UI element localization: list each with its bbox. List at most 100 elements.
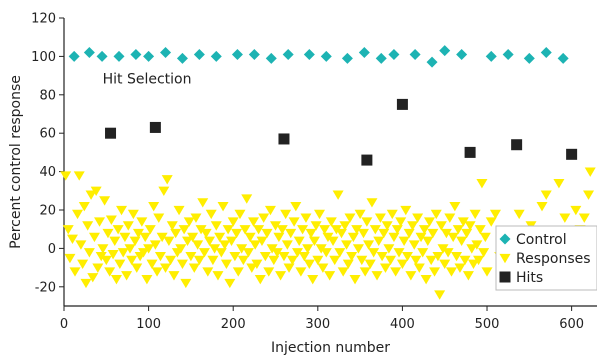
response-point [308, 236, 320, 246]
response-point [300, 213, 312, 223]
hit-point [511, 139, 523, 151]
response-point [281, 240, 293, 250]
control-point [303, 48, 315, 60]
response-point [405, 271, 417, 281]
response-point [381, 221, 393, 231]
hit-point [396, 98, 408, 110]
response-point [231, 228, 243, 239]
response-point [248, 217, 260, 227]
series-responses [60, 167, 596, 300]
response-point [295, 267, 307, 277]
control-point [409, 48, 421, 60]
control-point [523, 52, 535, 64]
series-hits [105, 98, 578, 166]
response-point [232, 267, 244, 277]
legend-marker-control [499, 233, 511, 245]
response-point [474, 225, 486, 235]
response-point [302, 244, 314, 254]
response-point [94, 217, 106, 227]
response-point [379, 263, 391, 273]
hit-point [278, 133, 290, 145]
response-point [285, 228, 297, 239]
response-point [121, 271, 133, 281]
response-point [489, 209, 501, 220]
response-point [337, 267, 349, 277]
response-point [227, 217, 239, 227]
axes: -20 0 20 40 60 80 100 120 0 100 200 300 400 500 600 [31, 12, 597, 332]
response-point [451, 251, 463, 262]
response-point [292, 248, 304, 258]
response-point [99, 196, 111, 206]
response-point [369, 225, 381, 235]
response-point [385, 255, 397, 266]
hit-point [464, 146, 476, 158]
control-point [265, 52, 277, 64]
response-point [305, 228, 317, 239]
response-point [422, 236, 434, 246]
control-point [557, 52, 569, 64]
response-point [346, 251, 358, 262]
x-axis-title: Injection number [271, 340, 390, 356]
response-point [261, 228, 273, 239]
response-point [73, 171, 85, 181]
response-point [452, 225, 464, 235]
response-point [193, 255, 205, 266]
response-point [200, 228, 212, 239]
response-point [210, 221, 222, 231]
response-point [439, 259, 451, 269]
response-point [378, 228, 390, 239]
response-point [264, 205, 276, 216]
response-point [100, 255, 112, 266]
response-point [366, 198, 378, 208]
response-point [444, 213, 456, 223]
response-point [473, 255, 485, 266]
x-tick-label: 500 [475, 317, 500, 332]
legend-label-responses: Responses [516, 251, 591, 267]
control-point [456, 48, 468, 60]
response-point [368, 248, 380, 258]
response-point [158, 186, 170, 197]
response-point [476, 178, 488, 189]
response-point [148, 202, 160, 212]
response-point [578, 213, 590, 223]
response-point [153, 213, 165, 223]
control-point [130, 48, 142, 60]
response-point [467, 259, 479, 269]
response-point [584, 167, 596, 177]
response-point [132, 228, 144, 239]
response-point [161, 175, 173, 185]
response-point [388, 232, 400, 243]
response-point [104, 267, 116, 277]
response-point [434, 290, 446, 300]
response-point [354, 209, 366, 220]
response-point [160, 263, 172, 273]
response-point [324, 271, 336, 281]
response-point [214, 232, 226, 243]
control-point [485, 50, 497, 62]
y-tick-label: 80 [39, 88, 56, 103]
response-point [197, 198, 209, 208]
response-point [334, 248, 346, 258]
legend-marker-hits [499, 271, 511, 283]
x-tick-label: 600 [559, 317, 584, 332]
response-point [359, 267, 371, 277]
legend: Control Responses Hits [495, 225, 597, 291]
response-point [60, 171, 72, 181]
response-point [398, 236, 410, 246]
control-point [502, 48, 514, 60]
response-point [297, 225, 309, 235]
x-tick-label: 0 [60, 317, 68, 332]
response-point [253, 225, 265, 235]
annotation-hit-selection: Hit Selection [103, 71, 192, 87]
response-point [75, 240, 87, 250]
series-control [68, 45, 569, 68]
response-point [466, 244, 478, 254]
response-point [393, 248, 405, 258]
response-point [322, 232, 334, 243]
response-point [222, 225, 234, 235]
response-point [403, 228, 415, 239]
response-point [298, 251, 310, 262]
response-point [178, 225, 190, 235]
response-point [165, 255, 177, 266]
response-point [290, 202, 302, 212]
